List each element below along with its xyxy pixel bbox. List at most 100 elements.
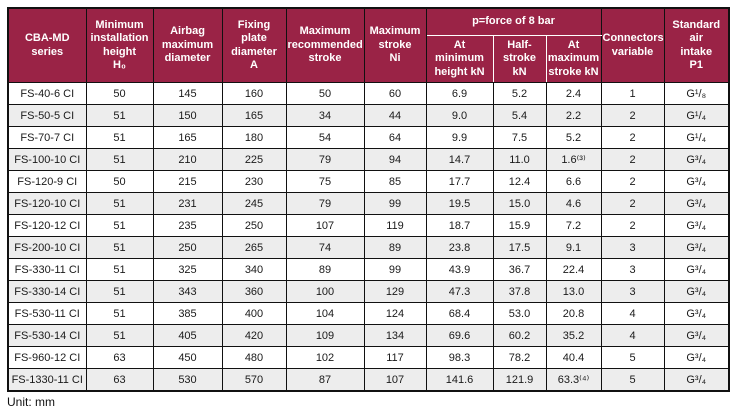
value-cell: 2.4 xyxy=(545,82,602,105)
value-cell: 400 xyxy=(221,302,287,325)
value-cell: 235 xyxy=(152,214,223,237)
value-cell: 36.7 xyxy=(492,258,547,281)
value-cell: 180 xyxy=(221,126,287,149)
col-header-half-stroke: Half-stroke kN xyxy=(492,35,547,83)
series-cell: FS-530-11 CI xyxy=(7,302,87,325)
value-cell: 51 xyxy=(85,104,154,127)
value-cell: 150 xyxy=(152,104,223,127)
cba-md-spec-table: CBA-MD series Minimum installation heigh… xyxy=(7,7,730,392)
series-cell: FS-100-10 CI xyxy=(7,148,87,171)
value-cell: G³/₄ xyxy=(663,192,730,215)
value-cell: 165 xyxy=(152,126,223,149)
value-cell: 1.6⁽³⁾ xyxy=(545,148,602,171)
value-cell: 78.2 xyxy=(492,346,547,369)
value-cell: 13.0 xyxy=(545,280,602,303)
value-cell: 3 xyxy=(600,236,665,259)
value-cell: 99 xyxy=(363,258,427,281)
value-cell: 570 xyxy=(221,368,287,392)
value-cell: 64 xyxy=(363,126,427,149)
value-cell: 121.9 xyxy=(492,368,547,392)
table-row: FS-1330-11 CI 63 530 570 87 107 141.6 121.9 63.3… xyxy=(7,368,730,392)
series-cell: FS-120-9 CI xyxy=(7,170,87,193)
value-cell: 12.4 xyxy=(492,170,547,193)
value-cell: 63 xyxy=(85,346,154,369)
value-cell: 107 xyxy=(285,214,365,237)
value-cell: 89 xyxy=(285,258,365,281)
table-row: FS-530-11 CI 51 385 400 104 124 68.4 53.0 20.8 4 G… xyxy=(7,302,730,325)
value-cell: 50 xyxy=(85,82,154,105)
value-cell: 2 xyxy=(600,192,665,215)
value-cell: 75 xyxy=(285,170,365,193)
value-cell: G³/₄ xyxy=(663,214,730,237)
series-cell: FS-120-12 CI xyxy=(7,214,87,237)
value-cell: 51 xyxy=(85,192,154,215)
value-cell: 44 xyxy=(363,104,427,127)
value-cell: 325 xyxy=(152,258,223,281)
value-cell: 69.6 xyxy=(425,324,494,347)
value-cell: 74 xyxy=(285,236,365,259)
series-cell: FS-120-10 CI xyxy=(7,192,87,215)
col-header-at-minimum-height: At minimum height kN xyxy=(425,35,494,83)
value-cell: 87 xyxy=(285,368,365,392)
col-header-max-recommended-stroke: Maximum recommended stroke xyxy=(285,7,365,83)
value-cell: 51 xyxy=(85,148,154,171)
col-header-series: CBA-MD series xyxy=(7,7,87,83)
value-cell: 385 xyxy=(152,302,223,325)
series-cell: FS-40-6 CI xyxy=(7,82,87,105)
value-cell: 15.0 xyxy=(492,192,547,215)
value-cell: 2 xyxy=(600,148,665,171)
value-cell: 51 xyxy=(85,126,154,149)
table-header: CBA-MD series Minimum installation heigh… xyxy=(7,7,730,83)
value-cell: 37.8 xyxy=(492,280,547,303)
series-cell: FS-330-11 CI xyxy=(7,258,87,281)
value-cell: 43.9 xyxy=(425,258,494,281)
value-cell: G³/₄ xyxy=(663,280,730,303)
value-cell: 405 xyxy=(152,324,223,347)
value-cell: 51 xyxy=(85,324,154,347)
value-cell: 40.4 xyxy=(545,346,602,369)
table-row: FS-70-7 CI 51 165 180 54 64 9.9 7.5 5.2 2 G¹/₄ xyxy=(7,126,730,149)
table-row: FS-330-11 CI 51 325 340 89 99 43.9 36.7 22.4 3 G³/… xyxy=(7,258,730,281)
table-row: FS-960-12 CI 63 450 480 102 117 98.3 78.2 40.4 5 G… xyxy=(7,346,730,369)
value-cell: G³/₄ xyxy=(663,258,730,281)
value-cell: 265 xyxy=(221,236,287,259)
value-cell: 124 xyxy=(363,302,427,325)
value-cell: 7.5 xyxy=(492,126,547,149)
value-cell: 9.0 xyxy=(425,104,494,127)
table-row: FS-530-14 CI 51 405 420 109 134 69.6 60.2 35.2 4 G… xyxy=(7,324,730,347)
value-cell: 85 xyxy=(363,170,427,193)
value-cell: 79 xyxy=(285,192,365,215)
table-row: FS-120-10 CI 51 231 245 79 99 19.5 15.0 4.6 2 G³/₄ xyxy=(7,192,730,215)
value-cell: 360 xyxy=(221,280,287,303)
value-cell: 145 xyxy=(152,82,223,105)
value-cell: 230 xyxy=(221,170,287,193)
col-header-min-installation-height: Minimum installation height H₀ xyxy=(85,7,154,83)
value-cell: 20.8 xyxy=(545,302,602,325)
value-cell: 68.4 xyxy=(425,302,494,325)
value-cell: 6.9 xyxy=(425,82,494,105)
value-cell: 6.6 xyxy=(545,170,602,193)
value-cell: 34 xyxy=(285,104,365,127)
value-cell: G³/₄ xyxy=(663,236,730,259)
value-cell: 63 xyxy=(85,368,154,392)
value-cell: 19.5 xyxy=(425,192,494,215)
value-cell: 63.3⁽⁴⁾ xyxy=(545,368,602,392)
series-cell: FS-530-14 CI xyxy=(7,324,87,347)
value-cell: 104 xyxy=(285,302,365,325)
value-cell: G¹/₄ xyxy=(663,104,730,127)
value-cell: G¹/₄ xyxy=(663,126,730,149)
value-cell: 2.2 xyxy=(545,104,602,127)
value-cell: 15.9 xyxy=(492,214,547,237)
table-body: FS-40-6 CI 50 145 160 50 60 6.9 5.2 2.4 1 G¹/₈ FS-5… xyxy=(7,82,730,392)
value-cell: G³/₄ xyxy=(663,368,730,392)
value-cell: 4 xyxy=(600,302,665,325)
value-cell: 480 xyxy=(221,346,287,369)
value-cell: 107 xyxy=(363,368,427,392)
value-cell: 343 xyxy=(152,280,223,303)
value-cell: 50 xyxy=(85,170,154,193)
value-cell: 23.8 xyxy=(425,236,494,259)
value-cell: 165 xyxy=(221,104,287,127)
value-cell: 225 xyxy=(221,148,287,171)
series-cell: FS-200-10 CI xyxy=(7,236,87,259)
value-cell: 14.7 xyxy=(425,148,494,171)
